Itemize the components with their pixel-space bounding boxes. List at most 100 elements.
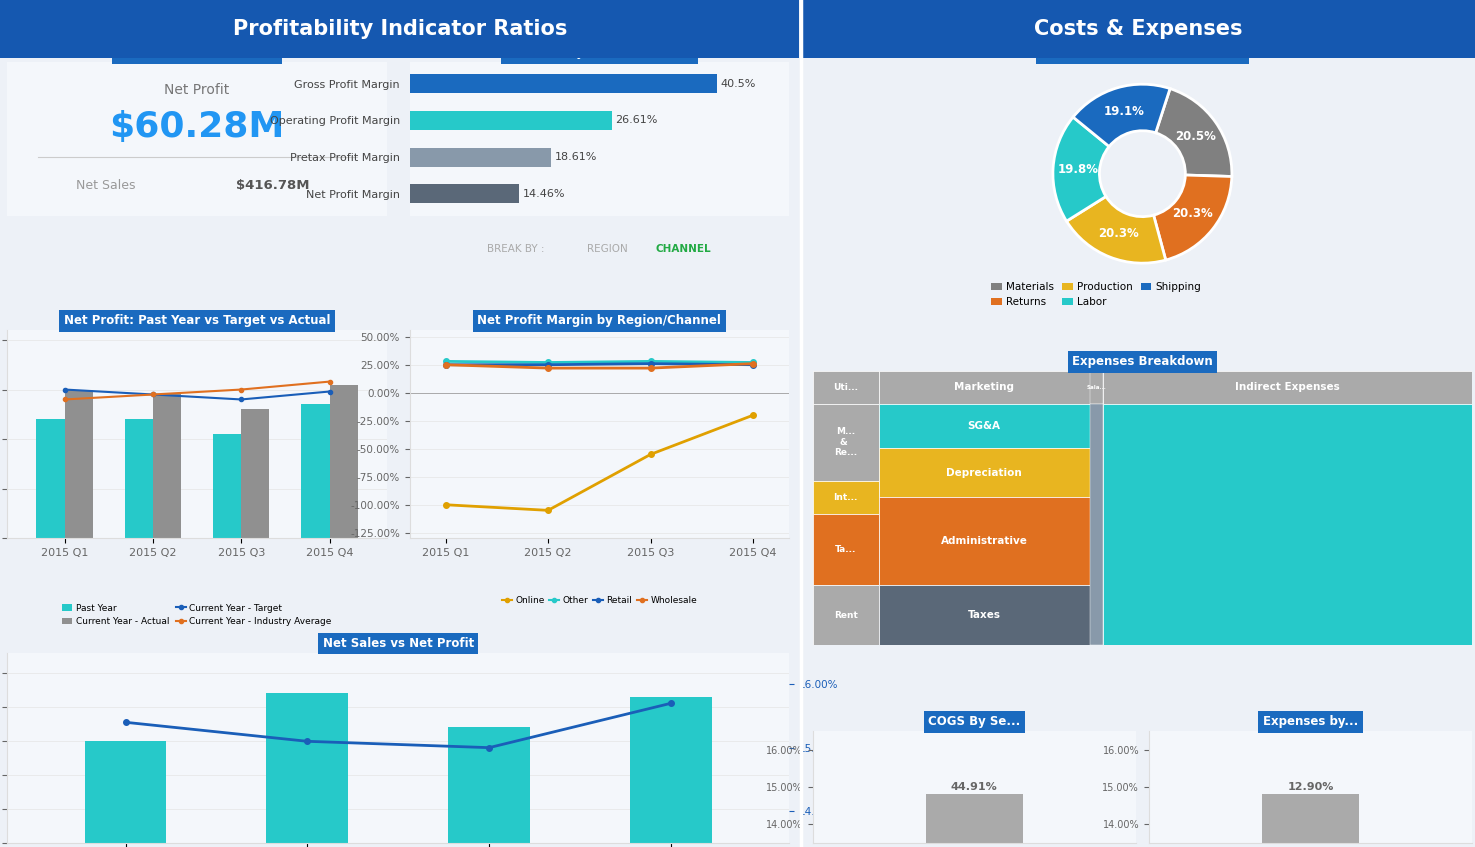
- Wholesale: [540, 363, 558, 374]
- Bar: [267, 694, 348, 843]
- Text: Sala...: Sala...: [1086, 385, 1106, 390]
- Title: Expenses by...: Expenses by...: [1263, 716, 1358, 728]
- Bar: [926, 794, 1022, 847]
- Wholesale: [745, 358, 763, 368]
- Title: Net Profit and Net Sales: Net Profit and Net Sales: [117, 47, 277, 59]
- Retail: [540, 360, 558, 370]
- Retail: [745, 360, 763, 370]
- Title: COGS By Se...: COGS By Se...: [928, 716, 1021, 728]
- Bar: [813, 404, 879, 481]
- Text: 20.3%: 20.3%: [1173, 208, 1214, 220]
- Bar: [879, 404, 1090, 448]
- Text: 40.5%: 40.5%: [721, 79, 757, 89]
- Wedge shape: [1153, 175, 1232, 260]
- Bar: [37, 419, 65, 539]
- Text: 20.5%: 20.5%: [1174, 130, 1215, 143]
- Bar: [1103, 404, 1472, 645]
- Wedge shape: [1155, 89, 1232, 176]
- Bar: [813, 371, 879, 404]
- Bar: [212, 435, 242, 539]
- Text: 26.61%: 26.61%: [615, 115, 658, 125]
- Wholesale: [642, 363, 659, 374]
- Bar: [1263, 794, 1358, 847]
- Wedge shape: [1053, 117, 1109, 221]
- Line: Retail: Retail: [442, 361, 757, 368]
- Bar: [410, 185, 519, 203]
- Text: Marketing: Marketing: [954, 383, 1015, 392]
- Text: REGION: REGION: [587, 244, 627, 253]
- Text: $60.28M: $60.28M: [109, 109, 285, 143]
- Text: M...
& 
Re...: M... & Re...: [835, 428, 857, 457]
- Other: [437, 357, 454, 367]
- Text: 18.61%: 18.61%: [555, 152, 597, 162]
- Other: [642, 357, 659, 367]
- Other: [745, 357, 763, 368]
- Bar: [410, 75, 717, 93]
- Line: Other: Other: [442, 358, 757, 365]
- Bar: [879, 448, 1090, 497]
- Retail: [437, 360, 454, 370]
- Title: Net Profit: Past Year vs Target vs Actual: Net Profit: Past Year vs Target vs Actua…: [63, 314, 330, 328]
- Retail: [642, 358, 659, 368]
- Bar: [153, 395, 181, 539]
- Online: [437, 500, 454, 510]
- Online: [642, 449, 659, 459]
- Text: 20.3%: 20.3%: [1099, 227, 1139, 241]
- Text: Taxes: Taxes: [968, 611, 1000, 620]
- Text: 19.8%: 19.8%: [1058, 163, 1099, 176]
- Bar: [630, 697, 712, 843]
- Text: Depreciation: Depreciation: [947, 468, 1022, 478]
- Text: 19.1%: 19.1%: [1103, 105, 1145, 119]
- Line: Online: Online: [442, 412, 757, 513]
- Text: Int...: Int...: [833, 493, 858, 501]
- Bar: [1090, 404, 1103, 645]
- Bar: [65, 390, 93, 539]
- Text: $416.78M: $416.78M: [236, 179, 310, 191]
- Text: Rent: Rent: [833, 611, 857, 620]
- Bar: [879, 497, 1090, 585]
- Bar: [879, 371, 1090, 404]
- Text: 12.90%: 12.90%: [1288, 783, 1333, 793]
- Text: Uti...: Uti...: [833, 383, 858, 392]
- Title: Net Sales vs Net Profit: Net Sales vs Net Profit: [323, 637, 473, 650]
- Online: [540, 506, 558, 516]
- Legend: Past Year, Current Year - Actual, Current Year - Target, Current Year - Industry: Past Year, Current Year - Actual, Curren…: [59, 600, 335, 629]
- Bar: [84, 741, 167, 843]
- Bar: [1090, 371, 1103, 404]
- Title: Net Profit Margin by Region/Channel: Net Profit Margin by Region/Channel: [478, 314, 721, 328]
- Wedge shape: [1074, 84, 1170, 147]
- Text: SG&A: SG&A: [968, 421, 1000, 431]
- Bar: [1103, 371, 1472, 404]
- Title: Profitability Indicator Ratios: Profitability Indicator Ratios: [504, 47, 693, 59]
- Bar: [410, 111, 612, 130]
- Bar: [329, 385, 358, 539]
- Text: Administrative: Administrative: [941, 536, 1028, 546]
- Wholesale: [437, 360, 454, 370]
- Text: 44.91%: 44.91%: [951, 783, 997, 793]
- Online: [745, 410, 763, 420]
- Bar: [301, 404, 329, 539]
- Line: Wholesale: Wholesale: [442, 361, 757, 371]
- Title: Expenses Breakdown: Expenses Breakdown: [1072, 356, 1212, 368]
- Bar: [813, 585, 879, 645]
- Legend: Materials, Returns, Production, Labor, Shipping: Materials, Returns, Production, Labor, S…: [987, 278, 1205, 312]
- Legend: Online, Other, Retail, Wholesale: Online, Other, Retail, Wholesale: [499, 593, 701, 609]
- Bar: [879, 585, 1090, 645]
- Text: Ta...: Ta...: [835, 545, 857, 554]
- Text: Indirect Expenses: Indirect Expenses: [1235, 383, 1339, 392]
- Title: Cost of Goods Sold Breakdown: Cost of Goods Sold Breakdown: [1041, 47, 1243, 59]
- Wedge shape: [1066, 197, 1165, 263]
- Text: 14.46%: 14.46%: [524, 189, 566, 199]
- Bar: [813, 481, 879, 514]
- Text: Costs & Expenses: Costs & Expenses: [1034, 19, 1243, 39]
- Bar: [813, 514, 879, 585]
- Bar: [125, 419, 153, 539]
- Text: Profitability Indicator Ratios: Profitability Indicator Ratios: [233, 19, 566, 39]
- Bar: [410, 147, 550, 167]
- Bar: [448, 728, 530, 843]
- Text: Net Profit: Net Profit: [165, 82, 230, 97]
- Text: Net Sales: Net Sales: [77, 179, 136, 191]
- Bar: [242, 409, 270, 539]
- Other: [540, 357, 558, 368]
- Text: BREAK BY :: BREAK BY :: [487, 244, 544, 253]
